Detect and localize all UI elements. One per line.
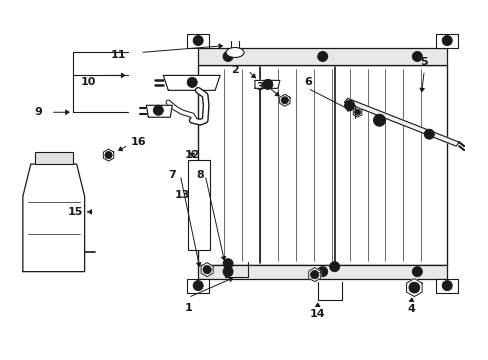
Text: 15: 15	[68, 207, 83, 217]
Bar	[35, 152, 73, 164]
Text: 13: 13	[174, 190, 189, 200]
Polygon shape	[344, 98, 458, 146]
Polygon shape	[308, 268, 320, 282]
Text: 2: 2	[231, 66, 239, 76]
Bar	[198, 48, 447, 66]
Circle shape	[187, 77, 197, 87]
Circle shape	[408, 282, 419, 293]
Circle shape	[408, 283, 419, 293]
Circle shape	[344, 100, 354, 110]
Bar	[188, 160, 210, 250]
Text: 10: 10	[81, 77, 96, 87]
Circle shape	[153, 105, 163, 115]
Polygon shape	[254, 80, 279, 88]
Circle shape	[223, 51, 233, 62]
Circle shape	[105, 152, 112, 159]
Text: 9: 9	[35, 107, 42, 117]
Circle shape	[223, 259, 233, 269]
Polygon shape	[279, 94, 289, 106]
Text: 8: 8	[196, 170, 203, 180]
Circle shape	[281, 97, 288, 104]
Polygon shape	[23, 164, 84, 272]
Text: 11: 11	[110, 50, 126, 60]
Bar	[187, 279, 209, 293]
Circle shape	[263, 80, 272, 89]
Polygon shape	[163, 75, 220, 90]
Text: 5: 5	[420, 58, 427, 67]
Circle shape	[411, 51, 422, 62]
Circle shape	[203, 265, 211, 274]
Circle shape	[441, 36, 451, 45]
Text: 16: 16	[130, 137, 146, 147]
Circle shape	[373, 114, 385, 126]
Text: 1: 1	[184, 302, 192, 312]
Text: 12: 12	[184, 150, 200, 160]
Circle shape	[441, 280, 451, 291]
Circle shape	[354, 109, 360, 115]
Polygon shape	[146, 105, 172, 117]
Bar	[435, 33, 457, 48]
Bar	[187, 33, 209, 48]
Polygon shape	[103, 149, 114, 161]
Ellipse shape	[225, 48, 244, 58]
Polygon shape	[406, 279, 421, 297]
Text: 14: 14	[309, 310, 325, 319]
Text: 3: 3	[256, 82, 263, 93]
Bar	[435, 279, 457, 293]
Circle shape	[411, 267, 422, 276]
Circle shape	[317, 51, 327, 62]
Circle shape	[193, 36, 203, 45]
Bar	[198, 265, 447, 279]
Text: 6: 6	[303, 77, 311, 87]
Circle shape	[310, 270, 318, 279]
Circle shape	[317, 267, 327, 276]
Polygon shape	[201, 263, 213, 276]
Circle shape	[193, 280, 203, 291]
Circle shape	[424, 129, 433, 139]
Circle shape	[223, 267, 233, 276]
Circle shape	[329, 262, 339, 272]
Text: 7: 7	[168, 170, 176, 180]
Polygon shape	[352, 107, 361, 117]
Text: 4: 4	[407, 305, 414, 315]
